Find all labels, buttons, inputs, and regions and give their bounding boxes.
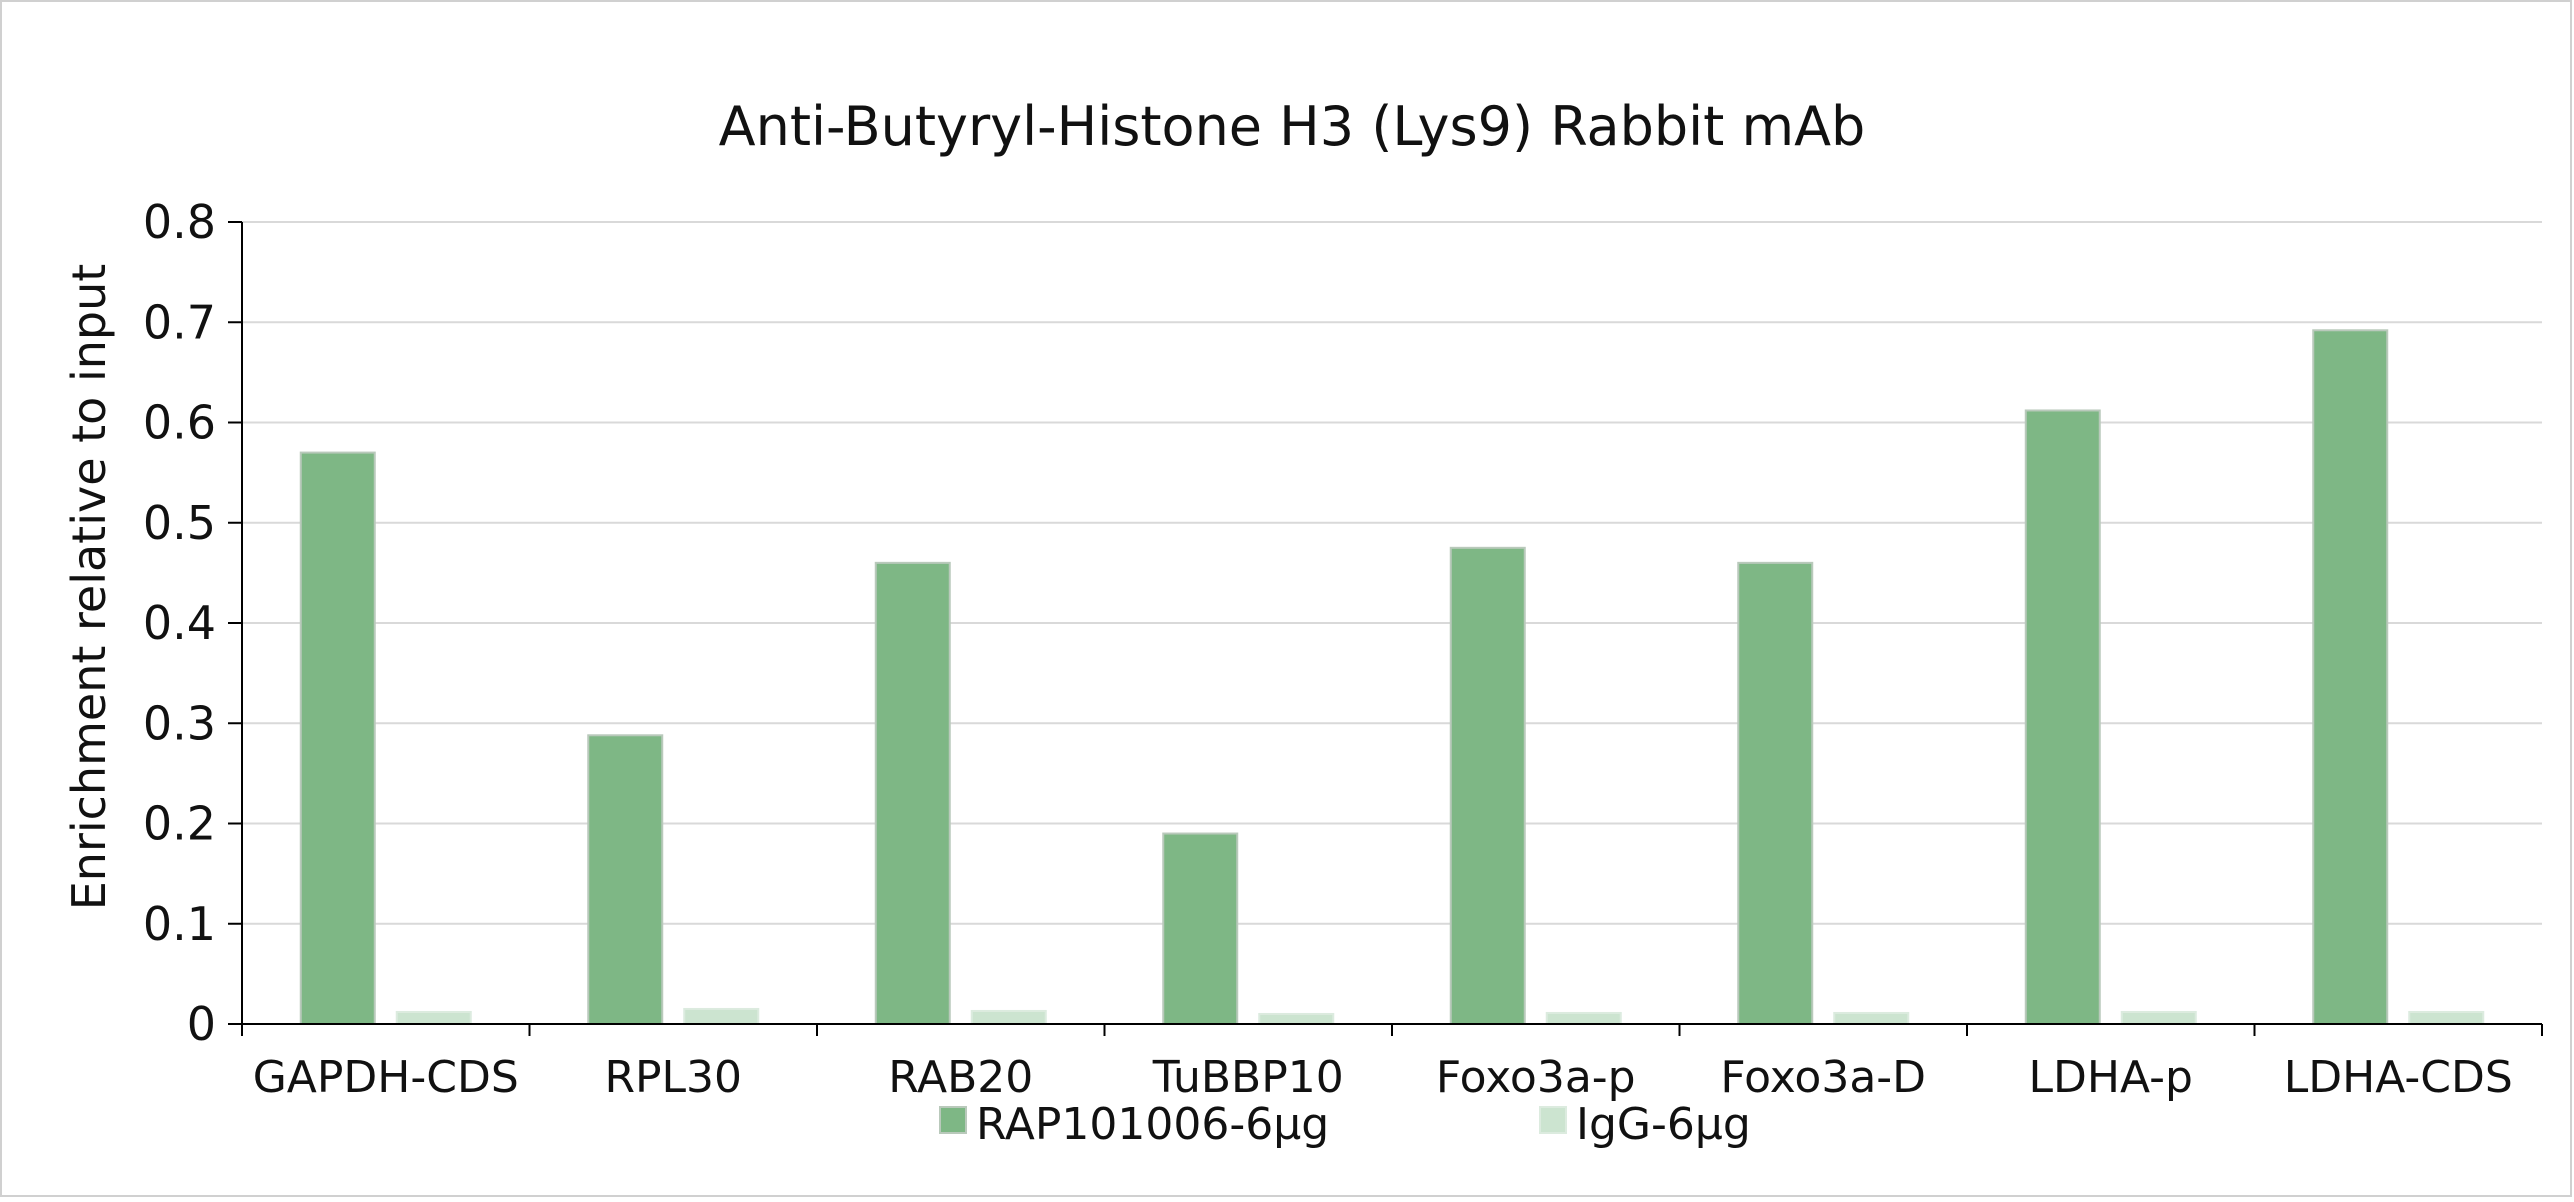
bar-rap101006-rpl30 (587, 734, 664, 1026)
legend-label: RAP101006-6μg (976, 1099, 1329, 1150)
bar-igg-ldha-p (2120, 1010, 2197, 1025)
bars (299, 329, 2485, 1026)
bar-igg-rab20 (970, 1009, 1047, 1026)
bar-rap101006-tubbp10 (1162, 832, 1239, 1026)
tick-labels: 0 0.1 0.2 0.3 0.4 0.5 0.6 0.7 0.8 GAPDH-CDS RPL30 R… (143, 195, 2513, 1103)
x-tick-label: LDHA-CDS (2284, 1052, 2513, 1103)
y-tick-label: 0.1 (143, 897, 216, 951)
legend-swatch (1539, 1106, 1567, 1134)
bar-igg-foxo3a-d (1833, 1011, 1910, 1025)
bar-rap101006-gapdh-cds (299, 451, 376, 1025)
y-tick-label: 0.4 (143, 596, 216, 650)
bar-igg-rpl30 (683, 1007, 760, 1026)
y-tick-label: 0.6 (143, 396, 216, 450)
x-tick-label: Foxo3a-D (1720, 1052, 1926, 1103)
x-tick-label: RPL30 (604, 1052, 742, 1103)
x-tick-label: RAB20 (888, 1052, 1033, 1103)
x-tick-label: TuBBP10 (1152, 1052, 1344, 1103)
bar-rap101006-ldha-p (2024, 409, 2101, 1026)
legend-label: IgG-6μg (1576, 1099, 1751, 1150)
bar-rap101006-foxo3a-d (1737, 561, 1814, 1025)
y-tick-label: 0.7 (143, 295, 216, 349)
x-tick-label: GAPDH-CDS (253, 1052, 519, 1103)
bar-rap101006-rab20 (874, 561, 951, 1025)
y-tick-label: 0.3 (143, 696, 216, 750)
y-tick-label: 0.2 (143, 797, 216, 851)
bar-rap101006-ldha-cds (2312, 329, 2389, 1025)
bar-igg-gapdh-cds (395, 1010, 472, 1025)
y-axis-label: Enrichment relative to input (62, 264, 116, 911)
bar-igg-ldha-cds (2408, 1010, 2485, 1025)
legend-swatch (939, 1106, 967, 1134)
bar-rap101006-foxo3a-p (1449, 546, 1526, 1025)
axes (228, 221, 2543, 1036)
gridlines (242, 221, 2542, 925)
bar-igg-tubbp10 (1258, 1012, 1335, 1025)
y-tick-label: 0 (187, 997, 216, 1051)
legend: RAP101006-6μg IgG-6μg (939, 1099, 1751, 1150)
y-tick-label: 0.8 (143, 195, 216, 249)
x-tick-label: Foxo3a-p (1436, 1052, 1636, 1103)
y-tick-label: 0.5 (143, 496, 216, 550)
chart-title: Anti-Butyryl-Histone H3 (Lys9) Rabbit mA… (719, 95, 1866, 158)
bar-igg-foxo3a-p (1545, 1011, 1622, 1025)
x-tick-label: LDHA-p (2029, 1052, 2193, 1103)
